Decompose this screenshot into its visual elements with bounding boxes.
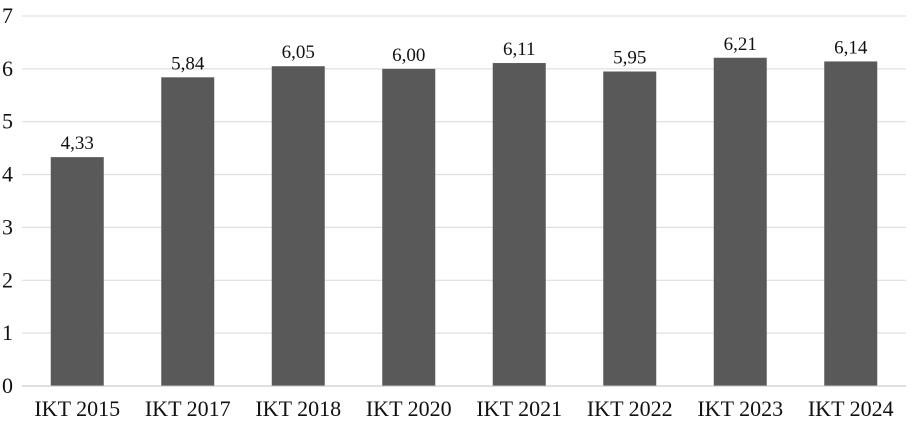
y-tick-label: 0 [2,373,13,398]
gridlines [22,15,906,334]
x-tick-label: IKT 2023 [697,396,783,421]
bar [161,77,215,387]
bar [271,66,325,386]
data-label: 6,21 [724,34,757,55]
y-axis-ticks: 0 1 2 3 4 5 6 7 [2,3,13,398]
x-tick-label: IKT 2018 [255,396,341,421]
data-label: 4,33 [61,133,94,154]
data-label: 5,95 [613,48,646,69]
data-label: 6,05 [282,42,315,63]
x-tick-label: IKT 2021 [476,396,562,421]
data-labels: 4,33 5,84 6,05 6,00 6,11 5,95 6,21 6,14 [61,34,868,154]
bar [382,68,436,386]
y-tick-label: 2 [2,267,13,292]
y-tick-label: 4 [2,162,13,187]
bar [50,157,104,386]
data-label: 6,11 [503,39,536,60]
y-tick-label: 3 [2,214,13,239]
data-label: 5,84 [171,53,205,74]
x-tick-label: IKT 2017 [145,396,231,421]
bar [492,63,546,387]
y-tick-label: 1 [2,320,13,345]
y-tick-label: 5 [2,109,13,134]
x-tick-label: IKT 2020 [366,396,452,421]
bar [603,71,657,386]
data-label: 6,14 [834,37,868,58]
bars [50,57,878,387]
x-axis-ticks: IKT 2015 IKT 2017 IKT 2018 IKT 2020 IKT 2021… [34,396,893,421]
y-tick-label: 7 [2,3,13,28]
bar [713,57,767,386]
data-label: 6,00 [392,45,425,66]
x-tick-label: IKT 2024 [808,396,894,421]
x-tick-label: IKT 2015 [34,396,120,421]
bar [824,61,878,386]
y-tick-label: 6 [2,56,13,81]
x-tick-label: IKT 2022 [587,396,673,421]
